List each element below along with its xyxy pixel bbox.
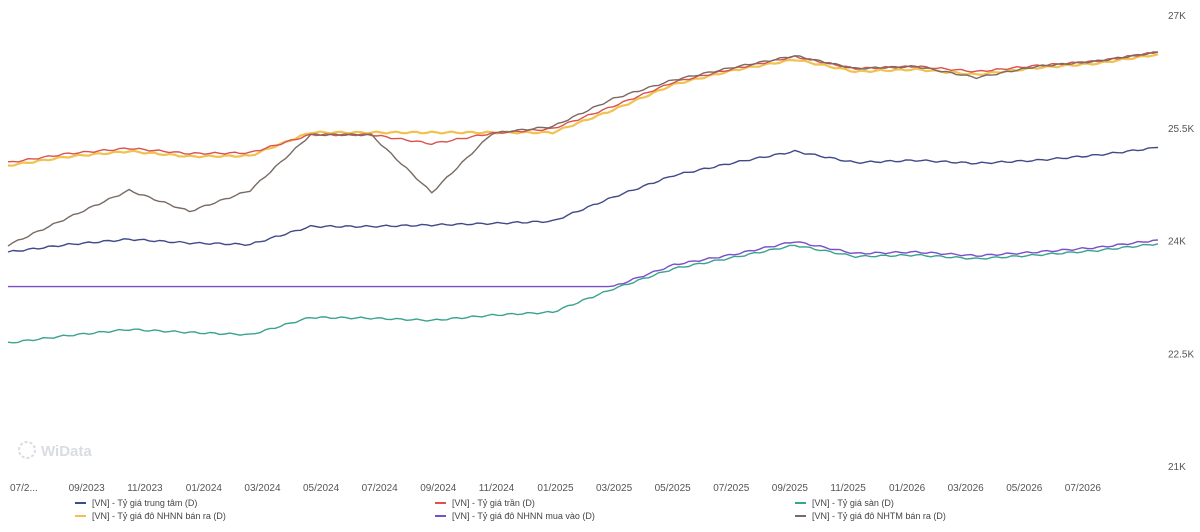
legend-item[interactable]: [VN] - Tỷ giá đô NHTM bán ra (D) — [795, 511, 1155, 521]
line-chart: 21K 22.5K 24K 25.5K 27K 07/2... 09/2023 11/202… — [7, 11, 1194, 494]
y-tick-label: 24K — [1168, 237, 1186, 248]
legend-label: [VN] - Tỷ giá trần (D) — [452, 498, 535, 508]
y-tick-label: 25.5K — [1168, 124, 1194, 135]
legend-item[interactable]: [VN] - Tỷ giá trần (D) — [435, 498, 795, 508]
y-axis: 21K 22.5K 24K 25.5K 27K — [1168, 11, 1194, 473]
legend-item[interactable]: [VN] - Tỷ giá đô NHNN mua vào (D) — [435, 511, 795, 521]
legend-label: [VN] - Tỷ giá đô NHNN bán ra (D) — [92, 511, 226, 521]
legend-label: [VN] - Tỷ giá trung tâm (D) — [92, 498, 198, 508]
x-tick-label: 01/2024 — [186, 483, 223, 494]
x-tick-label: 05/2026 — [1006, 483, 1043, 494]
x-tick-label: 05/2024 — [303, 483, 340, 494]
x-tick-label: 11/2025 — [830, 483, 866, 494]
legend-label: [VN] - Tỷ giá sàn (D) — [812, 498, 894, 508]
x-tick-label: 03/2024 — [244, 483, 281, 494]
x-tick-label: 01/2026 — [889, 483, 926, 494]
legend-swatch — [795, 515, 806, 517]
legend-swatch — [75, 515, 86, 517]
watermark: WiData — [18, 441, 92, 460]
x-tick-label: 03/2026 — [948, 483, 985, 494]
x-tick-label: 05/2025 — [655, 483, 692, 494]
legend-swatch — [75, 502, 86, 504]
x-tick-label: 07/2024 — [362, 483, 399, 494]
legend-swatch — [435, 515, 446, 517]
series-line-4 — [8, 239, 1159, 288]
series-layer — [7, 51, 1159, 344]
legend-item[interactable]: [VN] - Tỷ giá đô NHNN bán ra (D) — [75, 511, 435, 521]
x-tick-label: 11/2024 — [479, 483, 515, 494]
legend-label: [VN] - Tỷ giá đô NHTM bán ra (D) — [812, 511, 946, 521]
watermark-logo-icon — [18, 441, 36, 459]
series-line-0 — [7, 146, 1159, 253]
legend-item[interactable]: [VN] - Tỷ giá trung tâm (D) — [75, 498, 435, 508]
x-tick-label: 11/2023 — [127, 483, 163, 494]
y-tick-label: 22.5K — [1168, 349, 1194, 360]
watermark-text: WiData — [41, 443, 92, 460]
x-tick-label: 07/2025 — [713, 483, 750, 494]
legend: [VN] - Tỷ giá trung tâm (D) [VN] - Tỷ giá… — [75, 498, 1185, 521]
x-tick-label: 09/2025 — [772, 483, 809, 494]
x-tick-label: 01/2025 — [537, 483, 574, 494]
x-axis: 07/2... 09/2023 11/2023 01/2024 03/2024 05/20… — [10, 483, 1101, 494]
y-tick-label: 21K — [1168, 462, 1186, 473]
legend-swatch — [795, 502, 806, 504]
legend-item[interactable]: [VN] - Tỷ giá sàn (D) — [795, 498, 1155, 508]
legend-swatch — [435, 502, 446, 504]
series-line-1 — [7, 51, 1159, 163]
x-tick-label: 09/2023 — [69, 483, 106, 494]
legend-label: [VN] - Tỷ giá đô NHNN mua vào (D) — [452, 511, 595, 521]
x-tick-label: 09/2024 — [420, 483, 457, 494]
x-tick-label: 03/2025 — [596, 483, 633, 494]
series-line-5 — [7, 51, 1159, 247]
x-tick-label: 07/2026 — [1065, 483, 1102, 494]
series-line-2 — [7, 243, 1159, 344]
x-tick-label: 07/2... — [10, 483, 38, 494]
y-tick-label: 27K — [1168, 11, 1186, 22]
